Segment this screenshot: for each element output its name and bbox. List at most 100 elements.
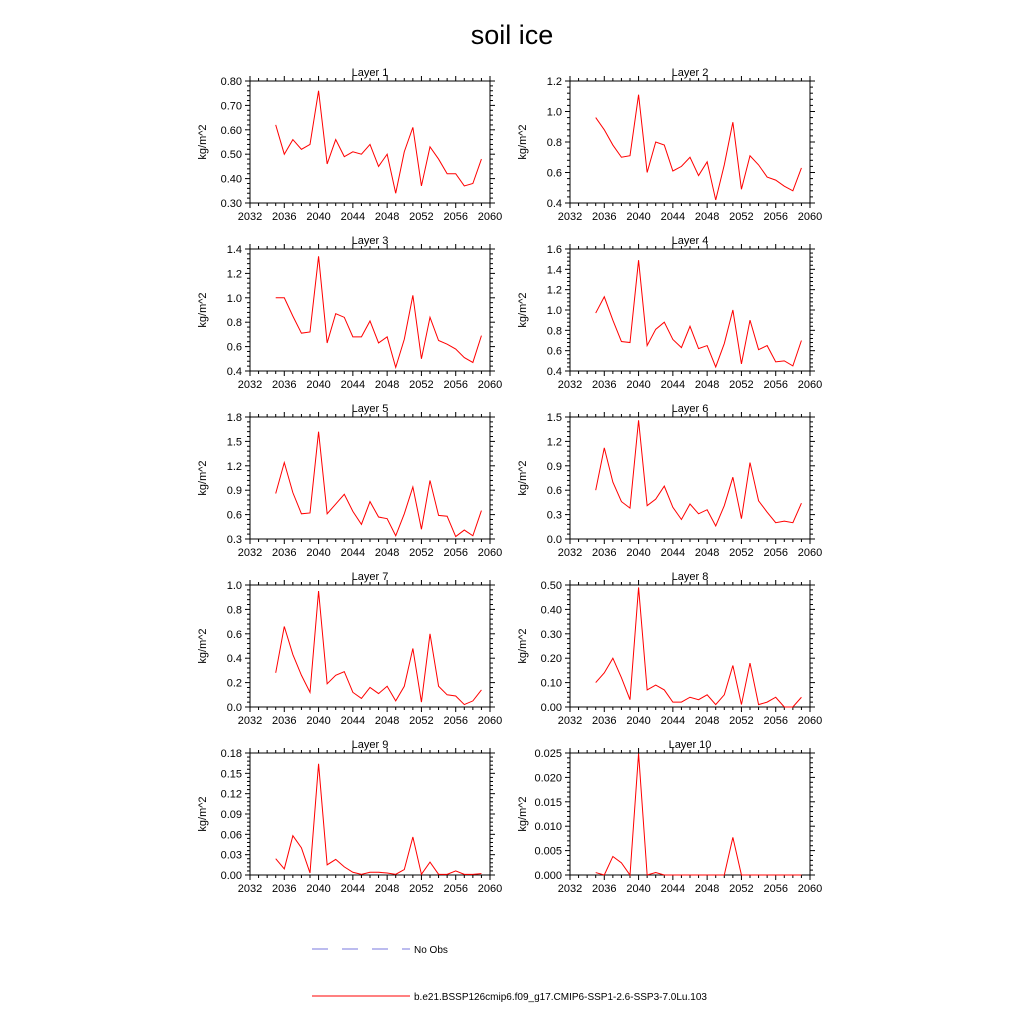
x-tick-label: 2032 — [558, 883, 582, 895]
y-axis-label: kg/m^2 — [517, 628, 529, 663]
x-tick-label: 2040 — [626, 211, 650, 223]
y-tick-label: 1.5 — [227, 436, 242, 448]
x-tick-label: 2040 — [626, 379, 650, 391]
plot-frame — [249, 248, 491, 372]
y-tick-label: 0.09 — [221, 809, 242, 821]
figure-title: soil ice — [471, 20, 554, 50]
x-tick-label: 2056 — [763, 379, 787, 391]
legend-obs-label: No Obs — [414, 945, 448, 956]
panel-layer-10: Layer 10 kg/m^2 0.000 0.005 0.010 0.015 0.020 0… — [517, 739, 822, 895]
x-tick-label: 2060 — [798, 211, 822, 223]
y-tick-label: 1.2 — [547, 76, 562, 88]
x-tick-label: 2056 — [763, 715, 787, 727]
x-tick-label: 2040 — [306, 547, 330, 559]
x-tick-label: 2048 — [695, 379, 719, 391]
x-tick-label: 2044 — [341, 211, 365, 223]
y-tick-label: 0.9 — [227, 485, 242, 497]
x-tick-label: 2048 — [695, 211, 719, 223]
y-tick-label: 1.2 — [547, 285, 562, 297]
panel-title: Layer 4 — [672, 235, 709, 247]
y-tick-label: 1.2 — [547, 436, 562, 448]
x-tick-label: 2056 — [443, 211, 467, 223]
x-tick-label: 2060 — [478, 547, 502, 559]
x-tick-label: 2060 — [478, 883, 502, 895]
x-tick-label: 2036 — [592, 379, 616, 391]
x-tick-label: 2056 — [763, 211, 787, 223]
x-tick-label: 2032 — [238, 715, 262, 727]
y-tick-label: 0.3 — [227, 534, 242, 546]
panels: Layer 1 kg/m^2 0.30 0.40 0.50 0.60 0.70 0.80 203… — [197, 67, 822, 895]
panel-title: Layer 5 — [352, 403, 389, 415]
x-tick-label: 2060 — [478, 211, 502, 223]
y-tick-label: 0.50 — [541, 580, 562, 592]
y-axis-label: kg/m^2 — [517, 796, 529, 831]
y-tick-label: 1.0 — [547, 305, 562, 317]
x-tick-label: 2032 — [558, 211, 582, 223]
panel-title: Layer 9 — [352, 739, 389, 751]
x-tick-label: 2052 — [409, 211, 433, 223]
y-tick-label: 0.12 — [221, 789, 242, 801]
y-tick-label: 0.8 — [547, 137, 562, 149]
y-axis-label: kg/m^2 — [197, 796, 209, 831]
panel-title: Layer 6 — [672, 403, 709, 415]
y-tick-label: 1.6 — [547, 244, 562, 256]
y-tick-label: 0.4 — [547, 198, 562, 210]
y-tick-label: 0.020 — [534, 772, 562, 784]
model-series-line — [595, 753, 802, 877]
plot-frame — [569, 248, 811, 372]
y-tick-label: 0.6 — [227, 629, 242, 641]
x-tick-label: 2048 — [695, 883, 719, 895]
y-tick-label: 1.0 — [227, 293, 242, 305]
y-tick-label: 0.3 — [547, 510, 562, 522]
panel-layer-5: Layer 5 kg/m^2 0.3 0.6 0.9 1.2 1.5 1.8 2032 2036 2… — [197, 403, 502, 559]
legend: No Obs b.e21.BSSP126cmip6.f09_g17.CMIP6-… — [312, 945, 707, 1003]
x-tick-label: 2052 — [729, 547, 753, 559]
panel-layer-6: Layer 6 kg/m^2 0.0 0.3 0.6 0.9 1.2 1.5 2032 2036 2… — [517, 403, 822, 559]
y-tick-label: 0.6 — [227, 510, 242, 522]
x-tick-label: 2036 — [272, 883, 296, 895]
panel-title: Layer 7 — [352, 571, 389, 583]
model-series-line — [275, 763, 482, 876]
x-tick-label: 2052 — [409, 379, 433, 391]
y-tick-label: 0.80 — [221, 76, 242, 88]
y-tick-label: 1.5 — [547, 412, 562, 424]
panel-layer-2: Layer 2 kg/m^2 0.4 0.6 0.8 1.0 1.2 2032 2036 2040… — [517, 67, 822, 223]
x-tick-label: 2032 — [238, 211, 262, 223]
x-tick-label: 2044 — [341, 547, 365, 559]
y-tick-label: 1.2 — [227, 461, 242, 473]
x-tick-label: 2032 — [558, 715, 582, 727]
y-tick-label: 0.40 — [221, 174, 242, 186]
panel-title: Layer 3 — [352, 235, 389, 247]
plot-frame — [569, 584, 811, 708]
y-tick-label: 0.9 — [547, 461, 562, 473]
y-tick-label: 0.8 — [227, 317, 242, 329]
x-tick-label: 2036 — [272, 715, 296, 727]
x-tick-label: 2060 — [798, 379, 822, 391]
y-tick-label: 1.0 — [227, 580, 242, 592]
y-tick-label: 0.03 — [221, 850, 242, 862]
plot-frame — [569, 752, 811, 876]
y-tick-label: 0.6 — [547, 346, 562, 358]
y-tick-label: 0.000 — [534, 870, 562, 882]
x-tick-label: 2036 — [592, 547, 616, 559]
y-tick-label: 0.025 — [534, 748, 562, 760]
y-tick-label: 0.06 — [221, 829, 242, 841]
y-tick-label: 0.10 — [541, 678, 562, 690]
y-tick-label: 0.70 — [221, 100, 242, 112]
y-tick-label: 0.60 — [221, 125, 242, 137]
x-tick-label: 2052 — [409, 883, 433, 895]
x-tick-label: 2032 — [238, 883, 262, 895]
plot-frame — [249, 584, 491, 708]
panel-layer-7: Layer 7 kg/m^2 0.0 0.2 0.4 0.6 0.8 1.0 2032 2036 2… — [197, 571, 502, 727]
y-tick-label: 0.00 — [541, 702, 562, 714]
x-tick-label: 2060 — [798, 547, 822, 559]
y-tick-label: 1.4 — [227, 244, 242, 256]
x-tick-label: 2052 — [409, 547, 433, 559]
x-tick-label: 2040 — [626, 547, 650, 559]
y-axis-label: kg/m^2 — [517, 292, 529, 327]
x-tick-label: 2040 — [306, 883, 330, 895]
x-tick-label: 2040 — [306, 211, 330, 223]
model-series-line — [595, 420, 802, 528]
y-tick-label: 1.8 — [227, 412, 242, 424]
